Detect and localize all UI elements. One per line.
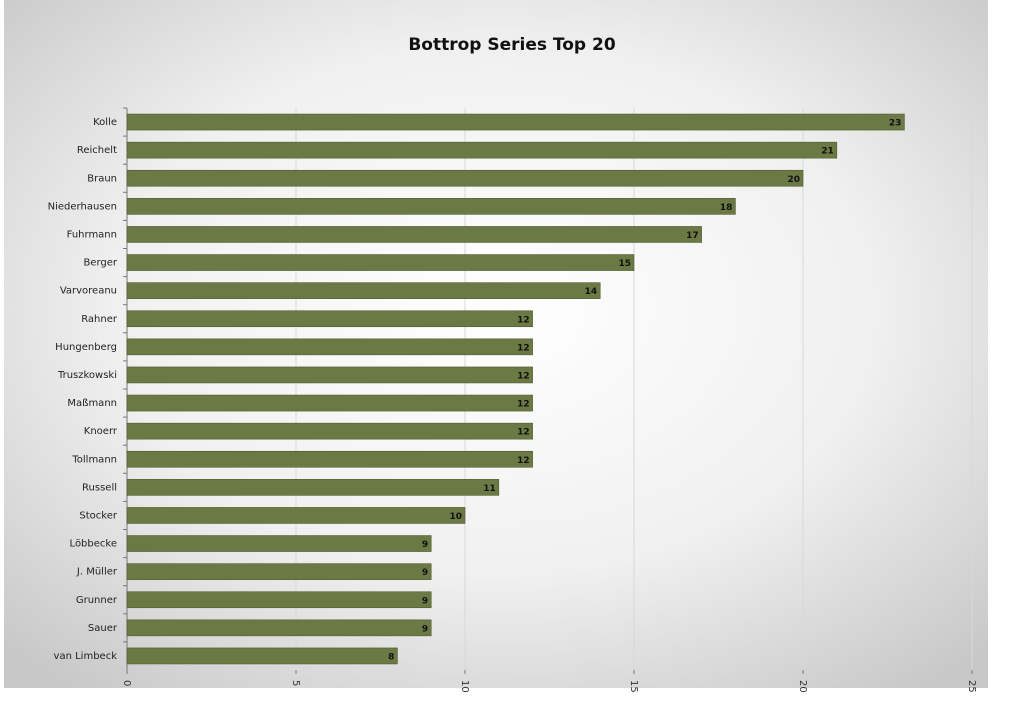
data-label: 17	[686, 231, 699, 241]
data-label: 23	[889, 119, 902, 129]
y-tick-label: Russell	[82, 482, 117, 493]
y-tick-label: Sauer	[88, 623, 118, 634]
y-tick-label: Hungenberg	[55, 342, 117, 353]
y-tick-label: Stocker	[79, 510, 117, 521]
data-label: 11	[483, 484, 496, 494]
bar	[126, 507, 466, 524]
y-tick-label: Knoerr	[84, 426, 118, 437]
y-tick-label: J. Müller	[76, 567, 118, 578]
x-tick-label: 0	[121, 680, 132, 686]
y-tick-label: Reichelt	[77, 145, 117, 156]
data-label: 8	[388, 652, 394, 662]
bar	[126, 619, 432, 637]
y-tick-label: Kolle	[93, 117, 117, 128]
data-label: 12	[517, 428, 530, 438]
chart-title: Bottrop Series Top 20	[408, 35, 616, 55]
y-tick-label: Maßmann	[67, 398, 117, 409]
data-label: 18	[720, 203, 733, 213]
bar	[126, 310, 533, 328]
x-tick-label: 20	[797, 680, 808, 693]
y-tick-label: Berger	[83, 258, 117, 269]
y-tick-label: van Limbeck	[54, 651, 118, 662]
bar	[126, 450, 533, 468]
x-tick-label: 15	[628, 680, 639, 693]
bar	[126, 647, 398, 665]
bar	[126, 535, 432, 552]
data-label: 12	[517, 371, 530, 381]
data-label: 20	[787, 175, 800, 185]
y-tick-label: Varvoreanu	[60, 286, 117, 297]
bar	[126, 254, 635, 271]
bar	[126, 113, 905, 131]
y-tick-label: Grunner	[76, 595, 118, 606]
data-label: 12	[517, 456, 530, 466]
bar	[126, 366, 533, 384]
data-label: 21	[821, 147, 834, 157]
data-label: 15	[618, 259, 631, 269]
bar	[126, 591, 432, 609]
y-tick-label: Braun	[87, 173, 117, 184]
data-label: 9	[422, 568, 428, 578]
bar	[126, 394, 533, 412]
bar	[126, 226, 702, 243]
data-label: 9	[422, 596, 428, 606]
data-label: 10	[449, 512, 462, 522]
y-tick-label: Rahner	[81, 314, 118, 325]
y-tick-label: Tollmann	[71, 454, 117, 465]
data-label: 9	[422, 540, 428, 550]
bar	[126, 422, 533, 440]
data-label: 12	[517, 343, 530, 353]
y-tick-label: Niederhausen	[48, 201, 117, 212]
bar	[126, 563, 432, 580]
bar	[126, 338, 533, 356]
x-tick-label: 5	[290, 680, 301, 686]
data-label: 12	[517, 400, 530, 410]
bar	[126, 141, 838, 159]
data-label: 14	[585, 287, 598, 297]
x-tick-label: 25	[966, 680, 977, 693]
data-label: 9	[422, 624, 428, 634]
y-tick-label: Löbbecke	[70, 539, 117, 550]
bar	[126, 282, 601, 299]
bar	[126, 479, 500, 496]
y-tick-label: Truszkowski	[57, 370, 117, 381]
bar	[126, 169, 804, 187]
x-tick-label: 10	[459, 680, 470, 693]
data-label: 12	[517, 315, 530, 325]
bar	[126, 198, 736, 215]
y-tick-label: Fuhrmann	[67, 229, 117, 240]
